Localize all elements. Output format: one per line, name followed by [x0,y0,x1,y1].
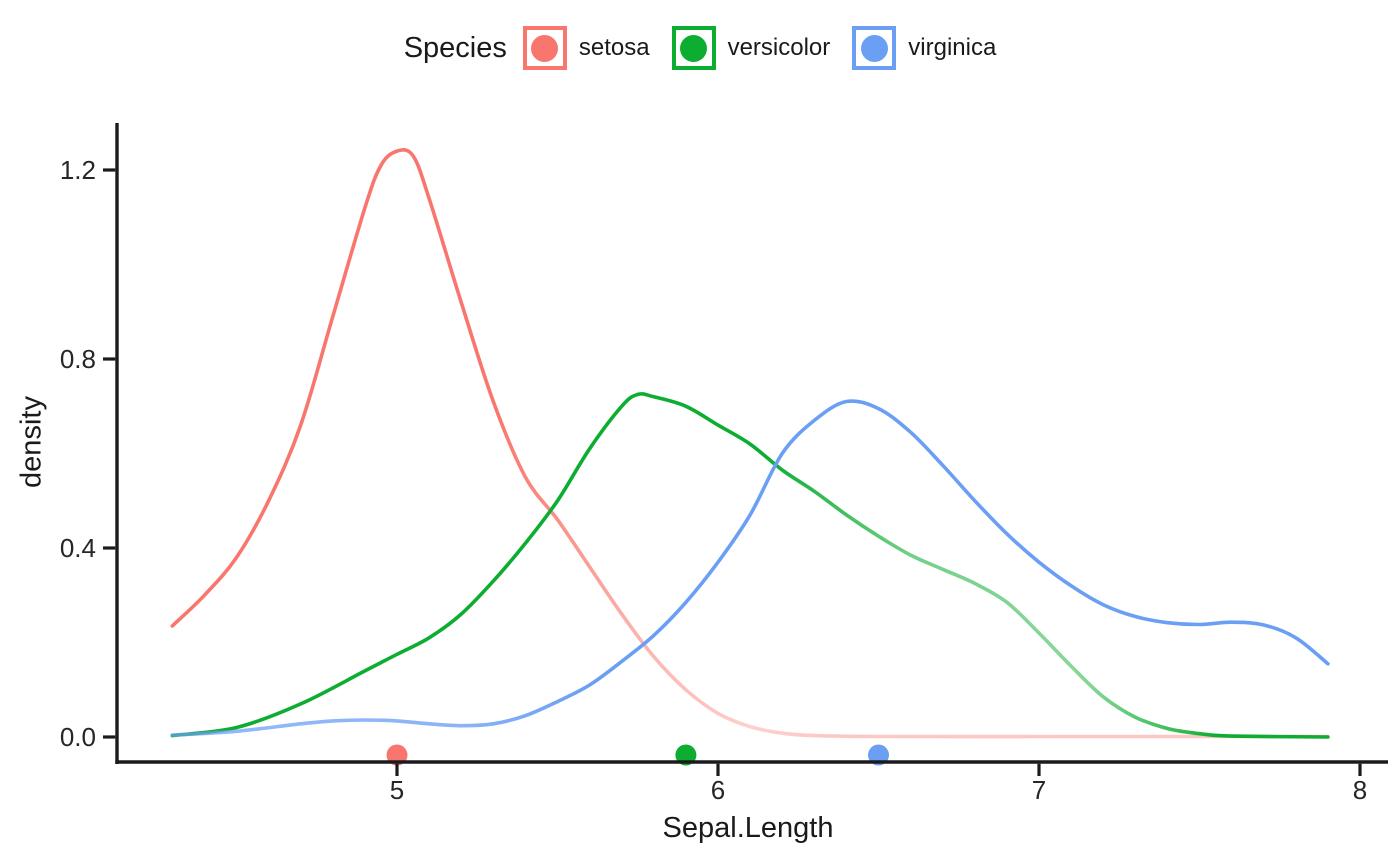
legend-key-setosa [522,26,567,70]
median-dot-virginica [868,744,889,766]
legend-item-setosa: setosa [522,26,650,70]
virginica-swatch-circle-icon [860,34,888,62]
x-tick-label: 7 [1032,775,1046,805]
y-tick-label: 1.2 [60,155,96,185]
legend-label-setosa: setosa [578,34,650,61]
x-tick-label: 6 [711,775,725,805]
x-tick-label: 8 [1353,775,1367,805]
legend-key-versicolor [671,26,716,70]
y-axis-title: density [15,396,48,488]
legend-label-versicolor: versicolor [727,34,831,61]
density-curve-versicolor [170,392,1330,739]
y-tick-label: 0.4 [60,533,96,563]
setosa-swatch-circle-icon [531,34,559,62]
legend-key-virginica [852,26,897,70]
density-curve-setosa [170,148,1330,739]
legend-item-versicolor: versicolor [671,26,831,70]
y-tick-label: 0.8 [60,344,96,374]
legend-label-virginica: virginica [908,34,997,61]
x-axis-title: Sepal.Length [662,812,834,844]
legend-title: Species [403,31,507,64]
median-dot-versicolor [675,744,697,766]
x-tick-label: 5 [390,775,404,805]
legend: Species setosa versicolor virginica [0,26,1400,70]
median-dot-setosa [386,744,408,766]
versicolor-swatch-circle-icon [680,34,708,62]
density-curve-virginica [170,399,1330,737]
legend-item-virginica: virginica [852,26,996,70]
y-tick-label: 0.0 [60,722,96,752]
